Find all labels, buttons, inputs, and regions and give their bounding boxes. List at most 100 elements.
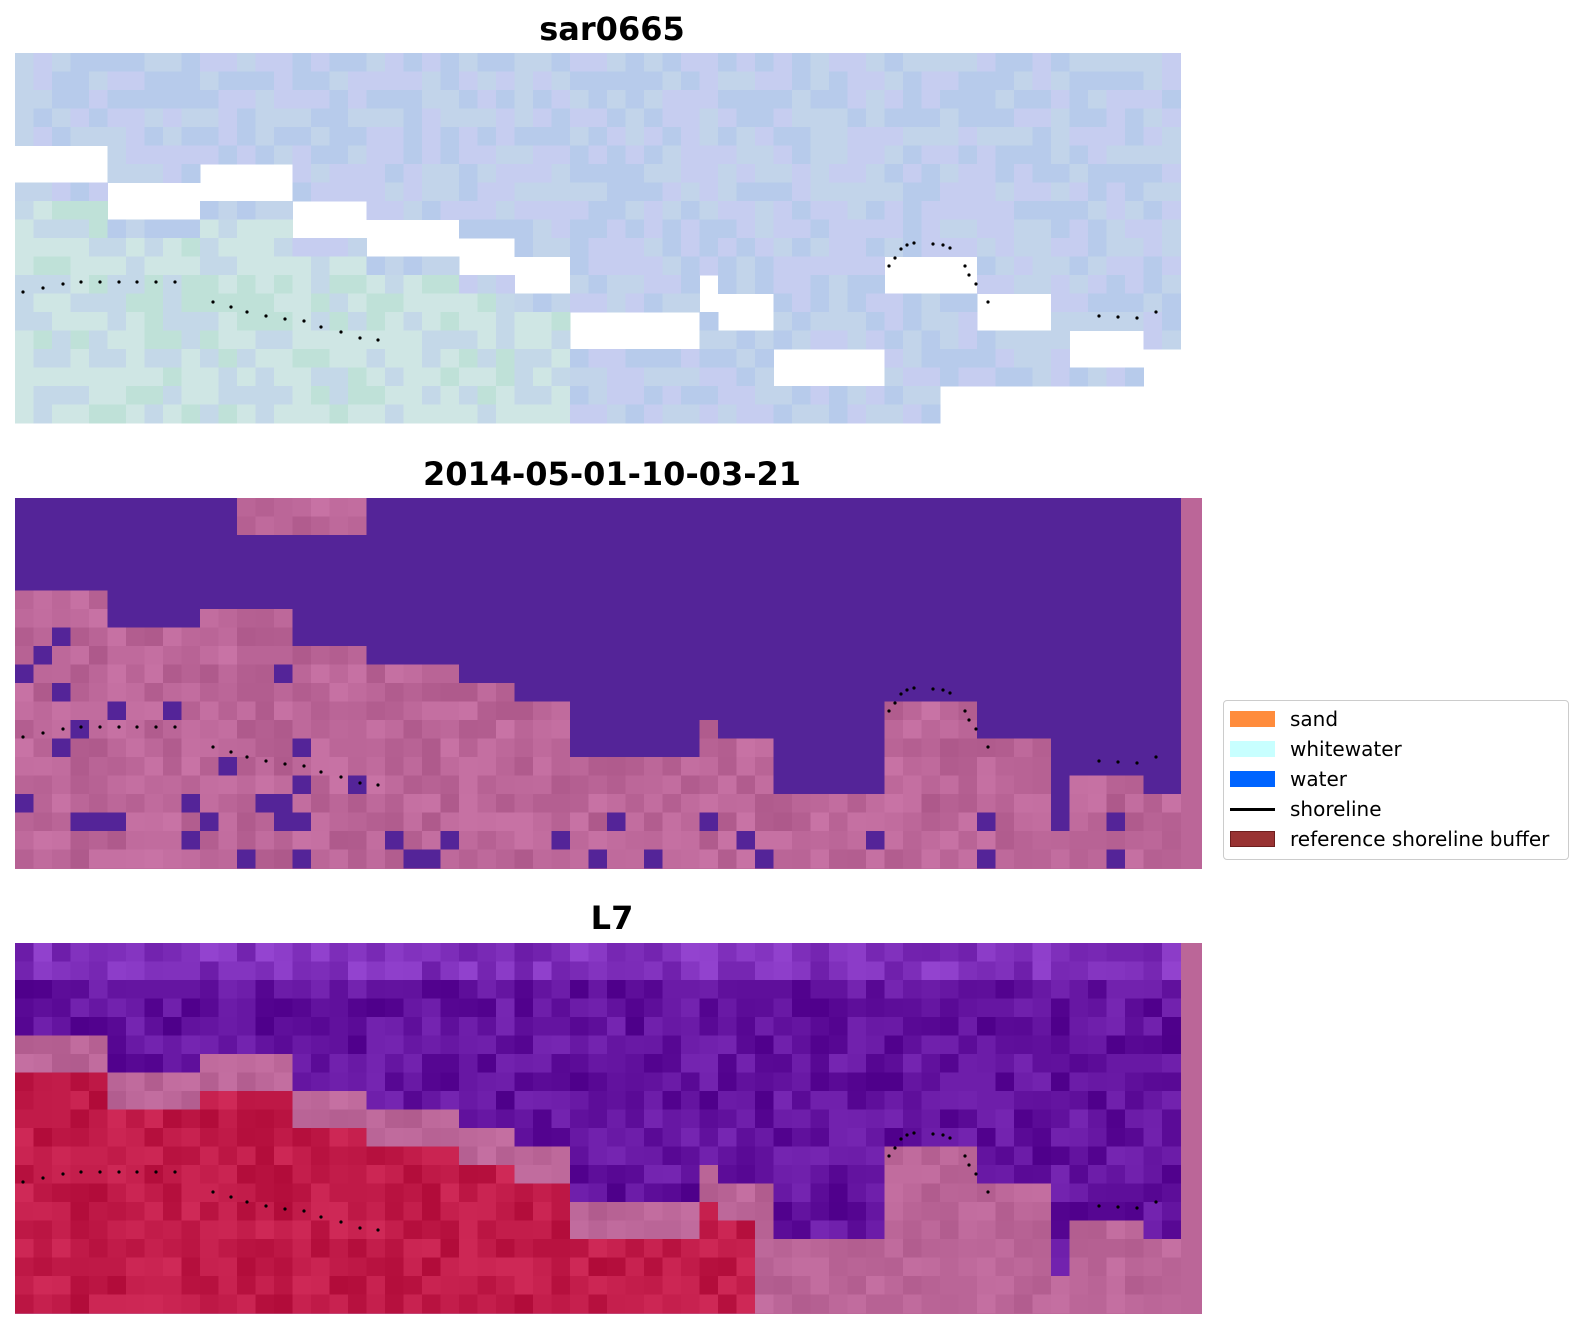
land-cell (70, 627, 90, 647)
water-cell (607, 683, 626, 702)
sat-shoreline-dot-12 (264, 1204, 268, 1208)
class-shoreline-dot-25 (941, 688, 945, 692)
land-cell (163, 664, 182, 684)
water-cell (755, 498, 774, 517)
satellite-cell (89, 1165, 108, 1184)
satellite-cell (255, 980, 275, 999)
sar-cell (311, 293, 330, 313)
satellite-cell (107, 1276, 127, 1295)
land-cell (422, 664, 441, 684)
sar-cell (181, 53, 201, 72)
water-cell (1051, 720, 1070, 739)
sar-shoreline-dot-23 (912, 241, 916, 245)
land-cell (15, 757, 34, 776)
sar-cell (33, 275, 53, 294)
satellite-cell (218, 961, 238, 981)
satellite-cell (329, 1091, 349, 1110)
satellite-cell (126, 980, 145, 999)
land-cell (107, 683, 127, 702)
sar-shoreline-dot-31 (1097, 314, 1101, 318)
water-cell (940, 572, 959, 591)
sar-cell (52, 238, 71, 257)
sar-cell (274, 145, 293, 165)
water-cell (773, 590, 793, 610)
satellite-cell (255, 1128, 275, 1147)
land-cell (329, 516, 349, 536)
satellite-cell (773, 1072, 793, 1092)
water-cell (644, 683, 663, 702)
land-cell (144, 627, 164, 647)
water-cell (829, 535, 848, 554)
land-cell (200, 794, 219, 813)
satellite-cell (126, 1165, 145, 1184)
satellite-cell (662, 1091, 682, 1110)
water-cell (977, 572, 996, 591)
satellite-cell (89, 1091, 108, 1110)
sar-cell (792, 219, 811, 239)
satellite-cell (366, 1257, 386, 1277)
sar-cell (459, 293, 478, 313)
water-cell (755, 516, 774, 536)
land-cell (255, 720, 275, 739)
satellite-cell (570, 1035, 589, 1055)
satellite-cell (163, 1257, 182, 1277)
satellite-cell (884, 1202, 904, 1221)
water-cell (403, 590, 423, 610)
water-cell (200, 572, 219, 591)
water-cell (644, 572, 663, 591)
satellite-cell (977, 1202, 996, 1221)
satellite-cell (440, 1091, 460, 1110)
land-cell (496, 683, 515, 702)
water-cell (866, 627, 885, 647)
satellite-cell (866, 1035, 885, 1055)
sar-cell (533, 312, 552, 331)
sar-cell (366, 349, 386, 368)
water-cell (1143, 627, 1163, 647)
sar-cell (274, 293, 293, 313)
water-cell (514, 516, 534, 536)
sar-cell (607, 275, 626, 294)
water-cell (1143, 738, 1163, 758)
satellite-cell (440, 1202, 460, 1221)
sar-cell (644, 108, 663, 128)
sar-cell (440, 182, 460, 202)
sar-cell (551, 312, 571, 331)
land-cell (15, 775, 34, 795)
sar-cell (1032, 367, 1052, 387)
sar-cell (144, 330, 164, 350)
water-cell (514, 609, 534, 628)
land-cell (496, 701, 515, 721)
satellite-cell (847, 1072, 867, 1092)
sar-cell (218, 238, 238, 257)
water-cell (496, 664, 515, 684)
water-cell (755, 720, 774, 739)
sar-cell (921, 108, 941, 128)
sar-cell (237, 275, 256, 294)
satellite-cell (126, 1035, 145, 1055)
satellite-cell (181, 943, 201, 962)
satellite-cell (866, 1183, 885, 1203)
sar-cell (1051, 201, 1070, 220)
satellite-cell (496, 1220, 515, 1240)
sar-cell (52, 330, 71, 350)
land-cell (144, 831, 164, 850)
water-cell (607, 812, 626, 832)
sar-cell (810, 312, 830, 331)
sat-shoreline-dot-27 (963, 1154, 967, 1158)
satellite-cell (884, 1091, 904, 1110)
sar-cell (1088, 256, 1107, 276)
satellite-cell (237, 1054, 256, 1073)
land-cell (662, 794, 682, 813)
satellite-cell (829, 1128, 848, 1147)
land-cell (1106, 775, 1126, 795)
sar-cell (311, 71, 330, 91)
sar-cell (385, 404, 404, 424)
class-shoreline-dot-3 (79, 725, 83, 729)
land-cell (218, 683, 238, 702)
water-cell (792, 646, 811, 665)
water-cell (958, 664, 978, 684)
satellite-cell (773, 1202, 793, 1221)
water-cell (533, 646, 552, 665)
water-cell (810, 701, 830, 721)
water-cell (52, 683, 71, 702)
